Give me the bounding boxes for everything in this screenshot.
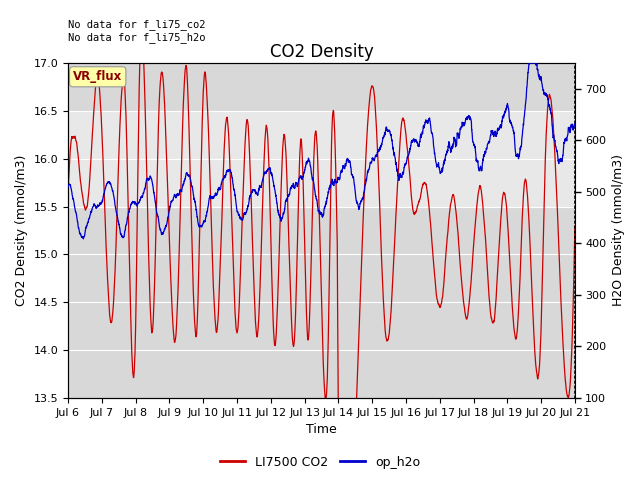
X-axis label: Time: Time [306, 423, 337, 436]
Text: No data for f_li75_co2
No data for f_li75_h2o: No data for f_li75_co2 No data for f_li7… [68, 20, 205, 43]
Y-axis label: H2O Density (mmol/m3): H2O Density (mmol/m3) [612, 155, 625, 307]
Text: VR_flux: VR_flux [73, 70, 122, 83]
Bar [68, 111, 575, 206]
Title: CO2 Density: CO2 Density [269, 44, 373, 61]
Legend: LI7500 CO2, op_h2o: LI7500 CO2, op_h2o [214, 451, 426, 474]
Y-axis label: CO2 Density (mmol/m3): CO2 Density (mmol/m3) [15, 155, 28, 306]
